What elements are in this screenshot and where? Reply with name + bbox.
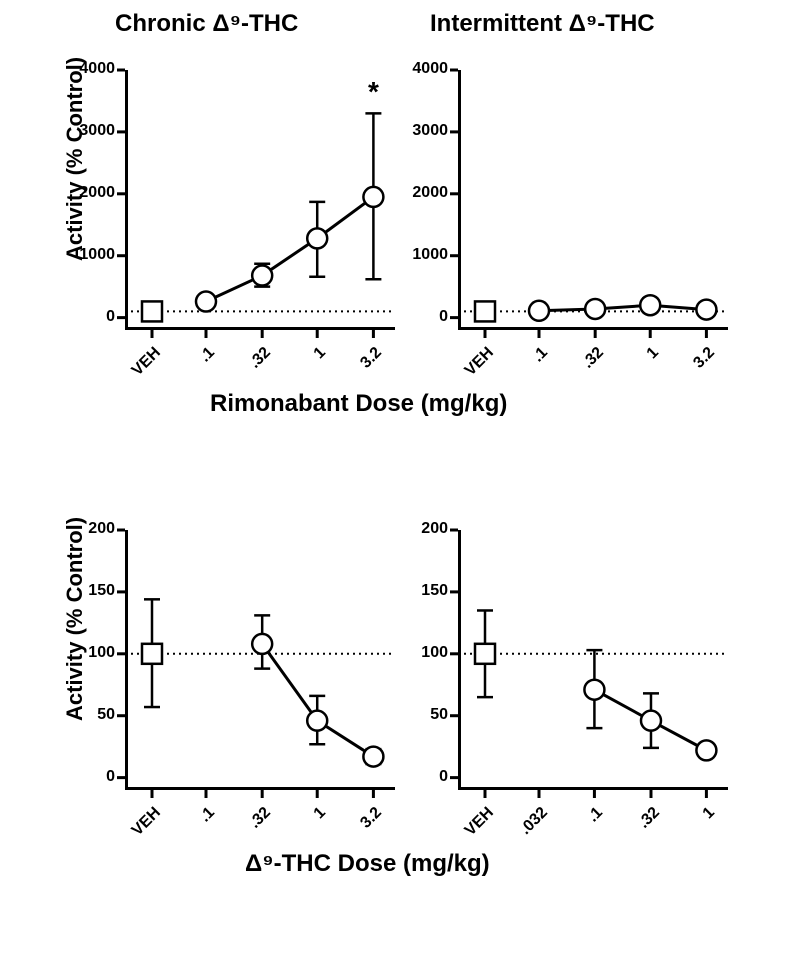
panel-a-svg: *	[95, 40, 425, 360]
column-title-0: Chronic Δ⁹-THC	[115, 10, 298, 38]
panel-b-ytick-1: 1000	[398, 246, 448, 264]
panel-d-ytick-1: 50	[398, 706, 448, 724]
panel-b-svg	[428, 40, 758, 360]
panel-d-ytick-4: 200	[398, 520, 448, 538]
row2-xlabel: Δ⁹-THC Dose (mg/kg)	[245, 850, 490, 878]
panel-a-ytick-0: 0	[65, 308, 115, 326]
panel-a-annotation-0: *	[368, 76, 379, 107]
panel-d-svg	[428, 500, 758, 820]
panel-a-ylabel: Activity (% Control)	[62, 141, 88, 261]
panel-c-ylabel: Activity (% Control)	[62, 601, 88, 721]
panel-d-ytick-0: 0	[398, 768, 448, 786]
panel-b-ytick-4: 4000	[398, 60, 448, 78]
panel-b-ytick-3: 3000	[398, 122, 448, 140]
panel-d-ytick-3: 150	[398, 582, 448, 600]
panel-d-ytick-2: 100	[398, 644, 448, 662]
panel-c-svg	[95, 500, 425, 820]
panel-b-ytick-0: 0	[398, 308, 448, 326]
column-title-1: Intermittent Δ⁹-THC	[430, 10, 655, 38]
row1-xlabel: Rimonabant Dose (mg/kg)	[210, 390, 507, 418]
panel-c-ytick-0: 0	[65, 768, 115, 786]
panel-b-ytick-2: 2000	[398, 184, 448, 202]
